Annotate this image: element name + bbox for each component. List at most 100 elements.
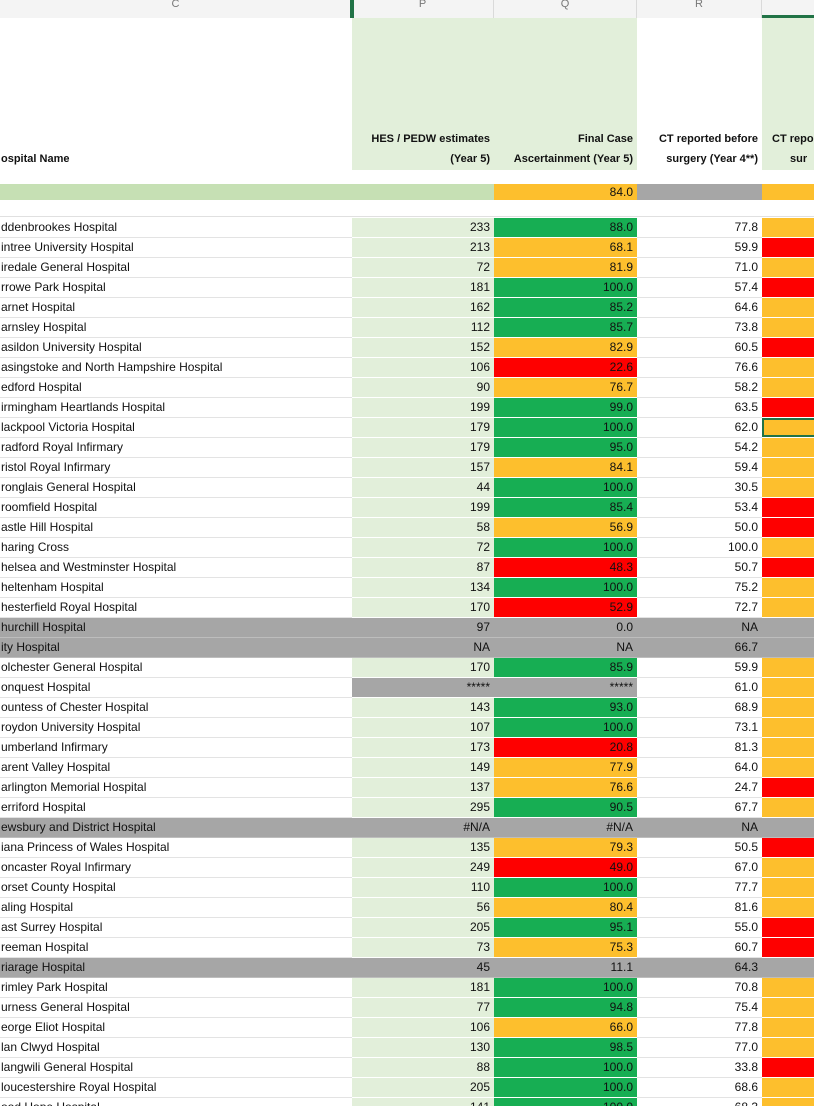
ct-reported: 81.3: [637, 738, 762, 758]
final-case: 100.0: [494, 538, 637, 558]
ct-reported: 72.7: [637, 598, 762, 618]
final-case: 82.9: [494, 338, 637, 358]
hes-estimate: 107: [352, 718, 494, 738]
column-header: R: [637, 0, 762, 18]
final-case: 66.0: [494, 1018, 637, 1038]
hospital-name: ood Hope Hospital: [0, 1098, 352, 1106]
ct-reported: 100.0: [637, 538, 762, 558]
final-case: 100.0: [494, 978, 637, 998]
hospital-name: loucestershire Royal Hospital: [0, 1078, 352, 1098]
hes-estimate: 58: [352, 518, 494, 538]
status-cell: [762, 858, 814, 878]
final-case: 93.0: [494, 698, 637, 718]
final-case: 56.9: [494, 518, 637, 538]
hes-estimate: 149: [352, 758, 494, 778]
status-cell: [762, 378, 814, 398]
ct-reported: 81.6: [637, 898, 762, 918]
hospital-name: umberland Infirmary: [0, 738, 352, 758]
hes-estimate: 45: [352, 958, 494, 978]
final-case: 85.4: [494, 498, 637, 518]
column-header: P: [352, 0, 494, 18]
ct-reported: 59.4: [637, 458, 762, 478]
hospital-name: iredale General Hospital: [0, 258, 352, 278]
ct-reported: 57.4: [637, 278, 762, 298]
ct-reported: 59.9: [637, 238, 762, 258]
header-text: CT repo: [772, 133, 814, 145]
hospital-name: haring Cross: [0, 538, 352, 558]
hospital-name: rimley Park Hospital: [0, 978, 352, 998]
final-case: 100.0: [494, 578, 637, 598]
ct-reported: 73.1: [637, 718, 762, 738]
final-case: 80.4: [494, 898, 637, 918]
final-case: 22.6: [494, 358, 637, 378]
hes-estimate: 199: [352, 398, 494, 418]
final-case: 100.0: [494, 1098, 637, 1106]
final-case: 84.1: [494, 458, 637, 478]
ct-reported: 59.9: [637, 658, 762, 678]
hospital-name: lan Clwyd Hospital: [0, 1038, 352, 1058]
final-case: 76.6: [494, 778, 637, 798]
final-case: 85.2: [494, 298, 637, 318]
hospital-name: ddenbrookes Hospital: [0, 218, 352, 238]
status-cell: [762, 398, 814, 418]
status-cell: [762, 898, 814, 918]
ct-reported: 77.8: [637, 1018, 762, 1038]
ct-reported: 64.0: [637, 758, 762, 778]
ct-reported: 62.0: [637, 418, 762, 438]
hospital-name: hurchill Hospital: [0, 618, 352, 638]
final-case: #N/A: [494, 818, 637, 838]
status-cell: [762, 358, 814, 378]
status-cell: [762, 338, 814, 358]
final-case: 88.0: [494, 218, 637, 238]
hes-estimate: 179: [352, 438, 494, 458]
summary-fill: [637, 184, 762, 200]
status-cell: [762, 458, 814, 478]
final-case: 85.7: [494, 318, 637, 338]
hospital-name: intree University Hospital: [0, 238, 352, 258]
hospital-name: ity Hospital: [0, 638, 352, 658]
status-cell: [762, 498, 814, 518]
status-cell: [762, 778, 814, 798]
header-text: sur: [790, 153, 808, 165]
status-cell: [762, 278, 814, 298]
hes-estimate: 181: [352, 278, 494, 298]
hes-estimate: 157: [352, 458, 494, 478]
status-cell: [762, 678, 814, 698]
final-case: 98.5: [494, 1038, 637, 1058]
hospital-name: oncaster Royal Infirmary: [0, 858, 352, 878]
status-cell: [762, 838, 814, 858]
final-case: 100.0: [494, 478, 637, 498]
hes-estimate: 143: [352, 698, 494, 718]
ct-reported: 77.7: [637, 878, 762, 898]
final-case: 11.1: [494, 958, 637, 978]
final-case: 100.0: [494, 278, 637, 298]
header-text: ospital Name: [1, 153, 70, 165]
hospital-name: arnsley Hospital: [0, 318, 352, 338]
column-header: Q: [494, 0, 637, 18]
hes-estimate: 213: [352, 238, 494, 258]
hospital-name: ristol Royal Infirmary: [0, 458, 352, 478]
ct-reported: 75.2: [637, 578, 762, 598]
ct-reported: 58.2: [637, 378, 762, 398]
hospital-name: astle Hill Hospital: [0, 518, 352, 538]
hospital-name: heltenham Hospital: [0, 578, 352, 598]
hospital-name: hesterfield Royal Hospital: [0, 598, 352, 618]
header-text: Ascertainment (Year 5): [513, 153, 633, 165]
hospital-name: aling Hospital: [0, 898, 352, 918]
hes-estimate: *****: [352, 678, 494, 698]
hes-estimate: 179: [352, 418, 494, 438]
hospital-name: radford Royal Infirmary: [0, 438, 352, 458]
hes-estimate: 88: [352, 1058, 494, 1078]
ct-reported: 64.3: [637, 958, 762, 978]
summary-final: 84.0: [494, 184, 637, 200]
hospital-name: ast Surrey Hospital: [0, 918, 352, 938]
hospital-name: arent Valley Hospital: [0, 758, 352, 778]
ct-reported: 33.8: [637, 1058, 762, 1078]
header-text: Final Case: [577, 133, 633, 145]
hospital-name: ewsbury and District Hospital: [0, 818, 352, 838]
status-cell: [762, 698, 814, 718]
final-case: 81.9: [494, 258, 637, 278]
hospital-name: orset County Hospital: [0, 878, 352, 898]
status-cell: [762, 578, 814, 598]
column-marker: [350, 0, 354, 18]
